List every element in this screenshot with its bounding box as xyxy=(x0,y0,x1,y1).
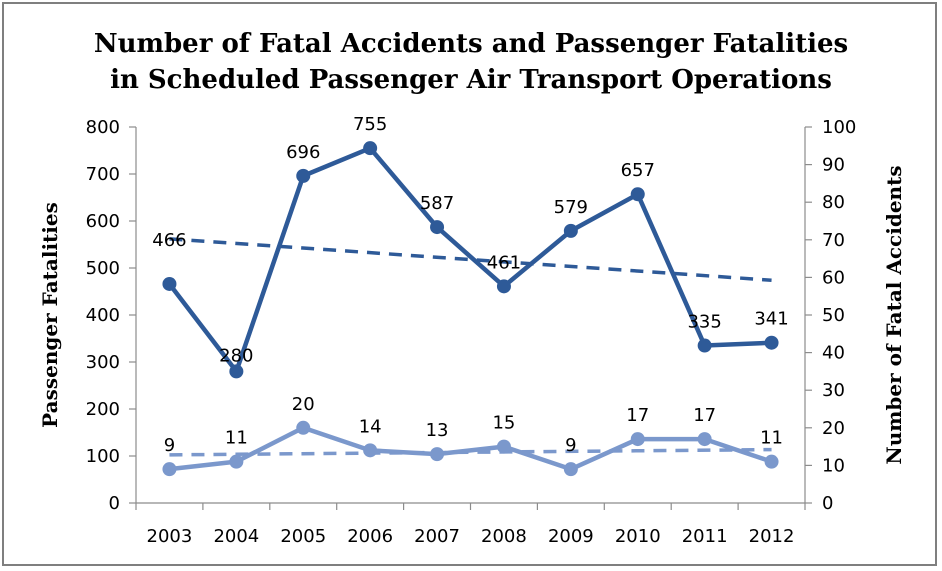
fatalities-data-label: 335 xyxy=(687,312,721,333)
y2-tick-label: 90 xyxy=(822,155,845,176)
accidents-data-label: 14 xyxy=(359,416,382,437)
fatalities-point xyxy=(296,168,311,183)
fatalities-point xyxy=(697,338,712,353)
accidents-point xyxy=(630,432,645,447)
y2-tick-label: 10 xyxy=(822,455,845,476)
x-tick-label: 2008 xyxy=(481,526,527,547)
y2-axis-title: Number of Fatal Accidents xyxy=(882,165,906,464)
y2-tick-label: 30 xyxy=(822,380,845,401)
accidents-point xyxy=(430,447,445,462)
chart-title: Number of Fatal Accidents and Passenger … xyxy=(94,29,848,59)
fatalities-data-label: 755 xyxy=(353,114,387,135)
y-tick-label: 600 xyxy=(86,211,120,232)
fatalities-data-label: 280 xyxy=(219,345,253,366)
accidents-point xyxy=(764,454,779,469)
y2-tick-label: 70 xyxy=(822,230,845,251)
y-axis-title: Passenger Fatalities xyxy=(38,202,62,428)
accidents-point xyxy=(697,432,712,447)
fatalities-data-label: 696 xyxy=(286,142,320,163)
accidents-data-label: 17 xyxy=(626,405,649,426)
fatalities-data-label: 461 xyxy=(487,252,521,273)
x-tick-label: 2009 xyxy=(548,526,594,547)
accidents-point xyxy=(296,420,311,435)
fatalities-data-label: 466 xyxy=(152,230,186,251)
y2-tick-label: 50 xyxy=(822,305,845,326)
fatalities-point xyxy=(162,276,177,291)
fatalities-point xyxy=(430,220,445,235)
y2-tick-label: 0 xyxy=(822,493,833,514)
data-labels: 466 280 696 755 587 461 579 657 335 341 9 11 20 14 13 1… xyxy=(152,114,788,456)
y-tick-label: 0 xyxy=(109,493,120,514)
y2-tick-label: 40 xyxy=(822,343,845,364)
accidents-point xyxy=(162,462,177,477)
fatalities-trendline xyxy=(169,237,772,282)
accidents-point xyxy=(563,462,578,477)
axes: 0 100 200 300 400 500 600 700 800 0 10 20 30 40 50 60 70… xyxy=(86,117,857,547)
x-tick-label: 2004 xyxy=(213,526,259,547)
fatalities-point xyxy=(563,223,578,238)
fatalities-point xyxy=(496,279,511,294)
fatalities-point xyxy=(764,335,779,350)
fatalities-data-label: 587 xyxy=(420,193,454,214)
fatalities-data-label: 657 xyxy=(621,160,655,181)
x-tick-label: 2006 xyxy=(347,526,393,547)
y-tick-label: 800 xyxy=(86,117,120,138)
accidents-data-label: 11 xyxy=(225,428,248,449)
accidents-point xyxy=(496,439,511,454)
accidents-data-label: 9 xyxy=(565,435,576,456)
accidents-data-label: 17 xyxy=(693,405,716,426)
accidents-trendline xyxy=(169,447,772,457)
fatalities-point xyxy=(229,364,244,379)
accidents-data-label: 13 xyxy=(426,420,449,441)
trendlines xyxy=(169,237,772,457)
fatalities-data-label: 579 xyxy=(554,197,588,218)
y-tick-label: 400 xyxy=(86,305,120,326)
y-tick-label: 200 xyxy=(86,399,120,420)
accidents-data-label: 11 xyxy=(760,428,783,449)
fatalities-line xyxy=(167,145,772,374)
y-tick-label: 300 xyxy=(86,352,120,373)
y-tick-label: 100 xyxy=(86,446,120,467)
y2-tick-label: 60 xyxy=(822,267,845,288)
y-tick-label: 500 xyxy=(86,258,120,279)
x-tick-label: 2007 xyxy=(414,526,460,547)
accidents-point xyxy=(363,443,378,458)
accidents-data-label: 15 xyxy=(492,413,515,434)
accidents-data-label: 9 xyxy=(164,435,175,456)
x-tick-label: 2005 xyxy=(280,526,326,547)
fatalities-point xyxy=(363,141,378,156)
x-tick-label: 2012 xyxy=(749,526,795,547)
x-tick-label: 2011 xyxy=(682,526,728,547)
accidents-data-label: 20 xyxy=(292,394,315,415)
fatalities-data-label: 341 xyxy=(754,309,788,330)
y-tick-label: 700 xyxy=(86,164,120,185)
accidents-line xyxy=(169,425,773,472)
y2-tick-label: 20 xyxy=(822,418,845,439)
chart-subtitle: in Scheduled Passenger Air Transport Ope… xyxy=(110,65,832,95)
accidents-point xyxy=(229,454,244,469)
x-tick-label: 2010 xyxy=(615,526,661,547)
y2-tick-label: 80 xyxy=(822,192,845,213)
y2-tick-label: 100 xyxy=(822,117,856,138)
series-group xyxy=(162,141,779,477)
x-tick-label: 2003 xyxy=(147,526,193,547)
fatalities-point xyxy=(630,187,645,202)
